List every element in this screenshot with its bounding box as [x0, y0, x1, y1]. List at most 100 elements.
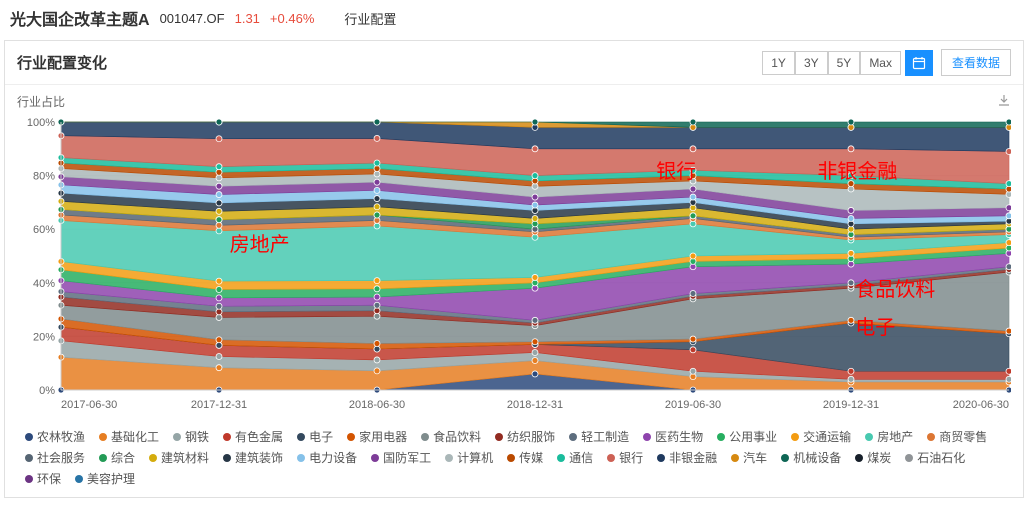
chart-subtitle: 行业占比: [17, 93, 65, 110]
legend-label: 美容护理: [87, 470, 135, 487]
legend-item[interactable]: 纺织服饰: [495, 428, 555, 445]
legend-label: 非银金融: [669, 449, 717, 466]
legend-item[interactable]: 国防军工: [371, 449, 431, 466]
range-button-5y[interactable]: 5Y: [828, 51, 861, 75]
svg-text:80%: 80%: [33, 171, 55, 183]
panel-title: 行业配置变化: [17, 52, 107, 73]
legend-dot-icon: [445, 454, 453, 462]
legend-item[interactable]: 建筑材料: [149, 449, 209, 466]
legend-label: 有色金属: [235, 428, 283, 445]
legend-label: 通信: [569, 449, 593, 466]
legend-label: 纺织服饰: [507, 428, 555, 445]
legend-item[interactable]: 基础化工: [99, 428, 159, 445]
legend-item[interactable]: 社会服务: [25, 449, 85, 466]
legend-item[interactable]: 非银金融: [657, 449, 717, 466]
legend-item[interactable]: 美容护理: [75, 470, 135, 487]
legend-label: 公用事业: [729, 428, 777, 445]
svg-text:2020-06-30: 2020-06-30: [953, 399, 1009, 411]
legend-dot-icon: [99, 454, 107, 462]
legend-item[interactable]: 电力设备: [297, 449, 357, 466]
legend-dot-icon: [223, 454, 231, 462]
legend-item[interactable]: 电子: [297, 428, 333, 445]
svg-text:2018-06-30: 2018-06-30: [349, 399, 405, 411]
legend-label: 传媒: [519, 449, 543, 466]
download-icon[interactable]: [997, 93, 1011, 110]
page-header: 光大国企改革主题A 001047.OF 1.31 +0.46% 行业配置: [0, 0, 1028, 36]
legend-dot-icon: [495, 433, 503, 441]
legend-dot-icon: [607, 454, 615, 462]
legend-item[interactable]: 计算机: [445, 449, 493, 466]
legend-dot-icon: [99, 433, 107, 441]
legend-item[interactable]: 传媒: [507, 449, 543, 466]
svg-text:2017-06-30: 2017-06-30: [61, 399, 117, 411]
legend-dot-icon: [149, 454, 157, 462]
legend-item[interactable]: 综合: [99, 449, 135, 466]
legend-dot-icon: [927, 433, 935, 441]
legend-item[interactable]: 农林牧渔: [25, 428, 85, 445]
chart-panel: 行业配置变化 1Y3Y5YMax 查看数据 行业占比 0% 20% 40% 60% 80…: [4, 40, 1024, 498]
legend-item[interactable]: 有色金属: [223, 428, 283, 445]
legend-item[interactable]: 食品饮料: [421, 428, 481, 445]
fund-change: +0.46%: [270, 11, 314, 26]
svg-text:20%: 20%: [33, 331, 55, 343]
fund-code: 001047.OF: [160, 11, 225, 26]
legend-item[interactable]: 交通运输: [791, 428, 851, 445]
legend-label: 轻工制造: [581, 428, 629, 445]
legend-item[interactable]: 机械设备: [781, 449, 841, 466]
legend-label: 基础化工: [111, 428, 159, 445]
legend-label: 国防军工: [383, 449, 431, 466]
legend-item[interactable]: 钢铁: [173, 428, 209, 445]
legend-item[interactable]: 家用电器: [347, 428, 407, 445]
legend-label: 家用电器: [359, 428, 407, 445]
legend-label: 银行: [619, 449, 643, 466]
legend-dot-icon: [569, 433, 577, 441]
legend-dot-icon: [25, 475, 33, 483]
range-button-max[interactable]: Max: [860, 51, 901, 75]
legend-item[interactable]: 房地产: [865, 428, 913, 445]
stacked-area-chart: 0% 20% 40% 60% 80% 100% 2017-06-30 2017-12-31 20…: [17, 114, 1011, 414]
legend-item[interactable]: 环保: [25, 470, 61, 487]
range-button-3y[interactable]: 3Y: [795, 51, 828, 75]
svg-text:2018-12-31: 2018-12-31: [507, 399, 563, 411]
svg-text:40%: 40%: [33, 278, 55, 290]
legend-item[interactable]: 医药生物: [643, 428, 703, 445]
fund-name: 光大国企改革主题A: [10, 6, 150, 30]
legend-item[interactable]: 银行: [607, 449, 643, 466]
legend-dot-icon: [223, 433, 231, 441]
legend-item[interactable]: 煤炭: [855, 449, 891, 466]
svg-text:60%: 60%: [33, 224, 55, 236]
legend-item[interactable]: 建筑装饰: [223, 449, 283, 466]
legend-label: 机械设备: [793, 449, 841, 466]
legend-item[interactable]: 商贸零售: [927, 428, 987, 445]
calendar-button[interactable]: [905, 50, 933, 76]
panel-controls: 1Y3Y5YMax 查看数据: [762, 49, 1011, 76]
range-button-1y[interactable]: 1Y: [762, 51, 795, 75]
legend-item[interactable]: 石油石化: [905, 449, 965, 466]
legend-dot-icon: [25, 454, 33, 462]
legend-label: 电力设备: [309, 449, 357, 466]
tab-industry-config[interactable]: 行业配置: [344, 9, 396, 28]
svg-text:2017-12-31: 2017-12-31: [191, 399, 247, 411]
svg-text:0%: 0%: [39, 385, 55, 397]
legend-dot-icon: [643, 433, 651, 441]
legend-dot-icon: [421, 433, 429, 441]
legend-dot-icon: [557, 454, 565, 462]
legend-item[interactable]: 通信: [557, 449, 593, 466]
legend-item[interactable]: 公用事业: [717, 428, 777, 445]
svg-text:100%: 100%: [27, 117, 55, 129]
legend-dot-icon: [371, 454, 379, 462]
legend-item[interactable]: 轻工制造: [569, 428, 629, 445]
legend-dot-icon: [75, 475, 83, 483]
legend-label: 石油石化: [917, 449, 965, 466]
legend-dot-icon: [781, 454, 789, 462]
legend-item[interactable]: 汽车: [731, 449, 767, 466]
legend-dot-icon: [905, 454, 913, 462]
chart-area: 行业占比 0% 20% 40% 60% 80% 100% 2017-06-30 2017-12…: [5, 85, 1023, 422]
chart-legend: 农林牧渔 基础化工钢铁 有色金属电子 家用电器食品饮料 纺织服饰 轻工制造医药生物 公用事业…: [5, 422, 1023, 497]
legend-label: 商贸零售: [939, 428, 987, 445]
view-data-button[interactable]: 查看数据: [941, 49, 1011, 76]
legend-dot-icon: [855, 454, 863, 462]
legend-label: 建筑装饰: [235, 449, 283, 466]
svg-text:2019-06-30: 2019-06-30: [665, 399, 721, 411]
legend-dot-icon: [25, 433, 33, 441]
